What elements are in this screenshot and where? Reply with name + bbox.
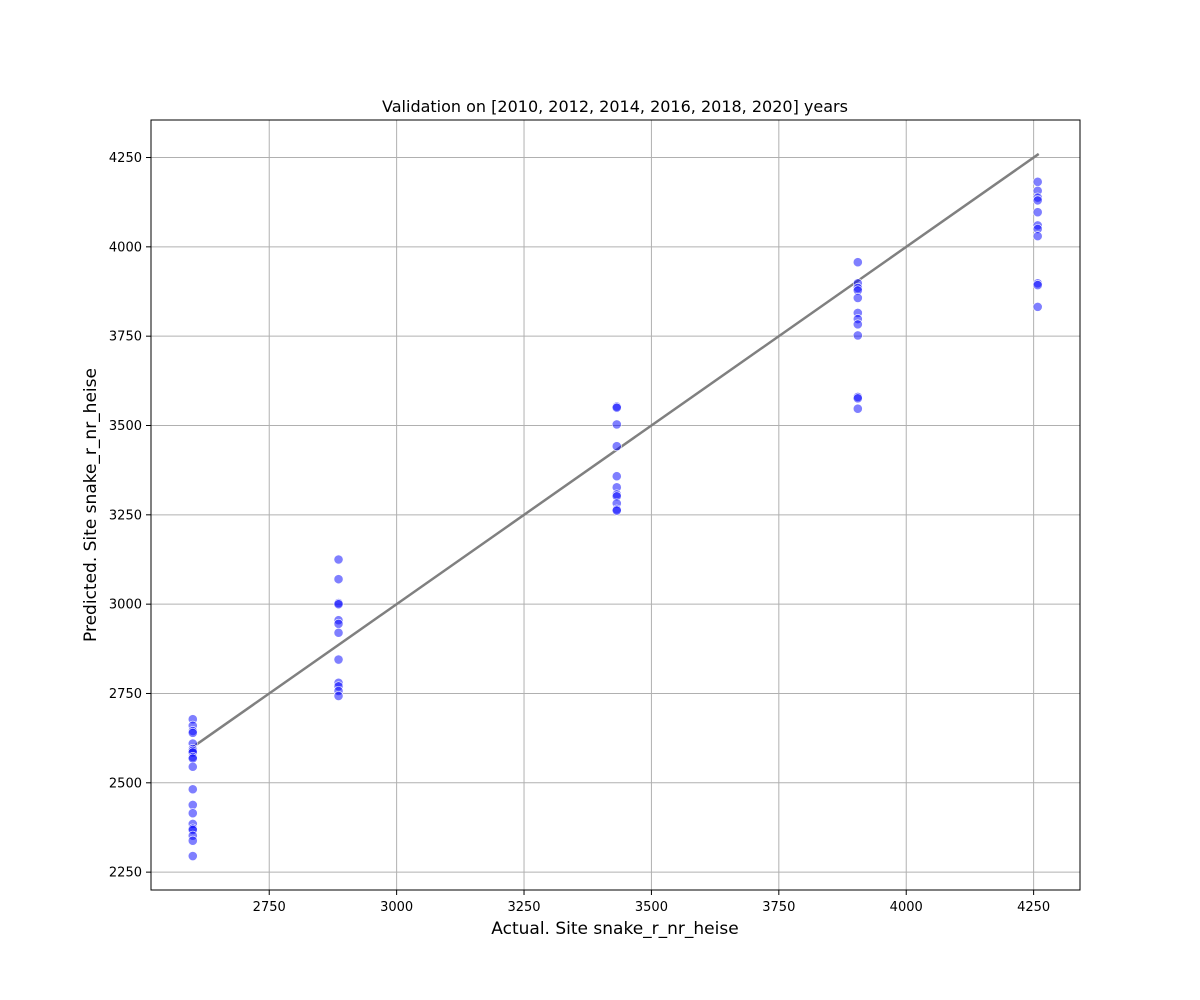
- data-point: [1032, 195, 1043, 206]
- data-point: [187, 808, 198, 819]
- x-tick-label: 3250: [507, 900, 540, 915]
- data-point: [611, 471, 622, 482]
- data-point: [852, 393, 863, 404]
- data-point: [187, 851, 198, 861]
- x-tick-label: 4250: [1017, 900, 1050, 915]
- data-point: [852, 319, 863, 330]
- data-point: [333, 691, 344, 701]
- y-tick-label: 2750: [109, 687, 142, 702]
- data-point: [1032, 176, 1043, 187]
- data-point: [187, 784, 198, 795]
- y-tick-label: 2500: [109, 776, 142, 791]
- x-tick-label: 4000: [890, 900, 923, 915]
- x-tick-label: 3500: [635, 900, 668, 915]
- data-point: [1032, 231, 1043, 242]
- data-point: [611, 419, 622, 430]
- x-axis-ticks: 2750 3000 3250 3500 3750 4000 4250: [253, 890, 1050, 915]
- y-tick-label: 3000: [109, 598, 142, 613]
- data-point: [1032, 280, 1043, 290]
- data-point: [187, 800, 198, 810]
- x-tick-label: 3000: [380, 900, 413, 915]
- y-tick-label: 4000: [109, 240, 142, 255]
- y-tick-label: 3250: [109, 508, 142, 523]
- data-point: [187, 753, 198, 764]
- data-point: [187, 761, 198, 772]
- x-tick-label: 3750: [762, 900, 795, 915]
- y-tick-label: 3500: [109, 419, 142, 434]
- data-point: [187, 835, 198, 846]
- y-axis-ticks: 2250 2500 2750 3000 3250 3500 3750 4000 4250: [109, 151, 151, 881]
- data-point: [852, 403, 863, 414]
- data-point: [1032, 301, 1043, 312]
- plot-frame: [150, 119, 1081, 891]
- y-tick-label: 3750: [109, 330, 142, 345]
- data-point: [333, 627, 344, 638]
- data-point: [852, 293, 863, 303]
- data-point: [333, 574, 344, 585]
- y-axis-label: Predicted. Site snake_r_nr_heise: [81, 368, 101, 642]
- x-tick-label: 2750: [253, 900, 286, 915]
- data-point: [333, 599, 344, 610]
- scatter-points: [187, 176, 1043, 861]
- data-point: [333, 618, 344, 629]
- data-point: [611, 402, 622, 413]
- chart-title: Validation on [2010, 2012, 2014, 2016, 2…: [382, 97, 848, 116]
- y-tick-label: 4250: [109, 151, 142, 166]
- data-point: [187, 727, 198, 738]
- x-axis-label: Actual. Site snake_r_nr_heise: [491, 919, 738, 939]
- data-point: [852, 330, 863, 341]
- data-point: [611, 441, 622, 452]
- data-point: [1032, 207, 1043, 218]
- y-tick-label: 2250: [109, 866, 142, 881]
- data-point: [611, 505, 622, 516]
- data-point: [333, 554, 344, 565]
- data-point: [852, 257, 863, 268]
- data-point: [333, 654, 344, 665]
